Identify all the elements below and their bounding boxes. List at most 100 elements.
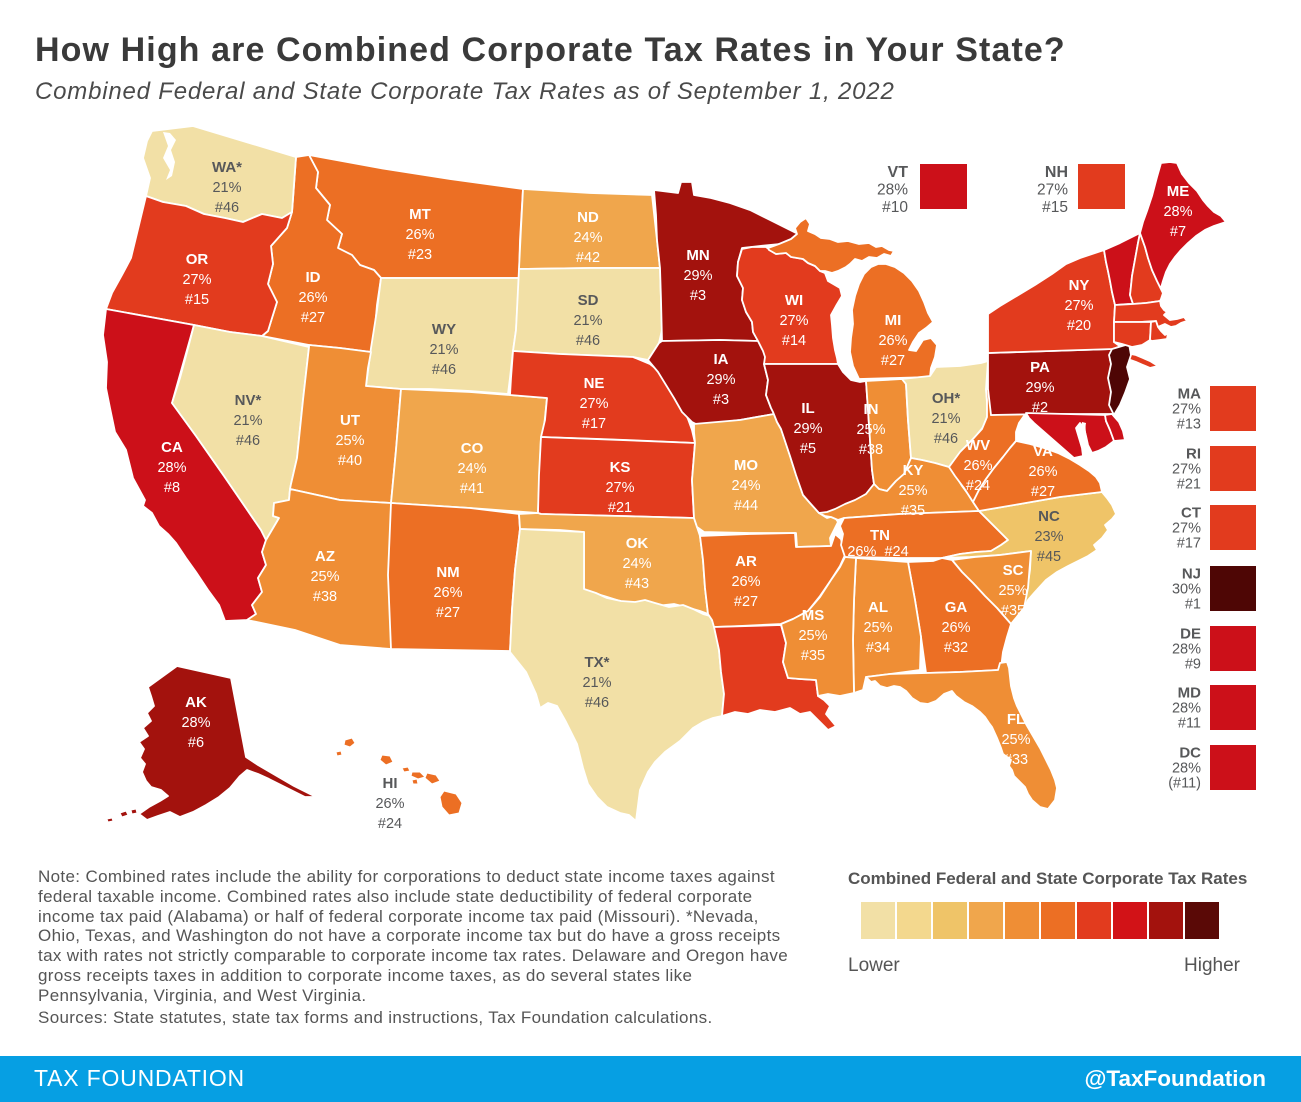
svg-text:27%: 27% <box>1172 521 1201 537</box>
svg-text:SD: SD <box>578 292 599 309</box>
svg-text:#1: #1 <box>1185 597 1201 613</box>
svg-text:#45: #45 <box>1037 549 1061 565</box>
svg-text:#11: #11 <box>1178 716 1201 732</box>
svg-text:IL: IL <box>801 400 814 417</box>
svg-text:MI: MI <box>885 312 902 329</box>
svg-text:26%: 26% <box>941 620 970 636</box>
svg-text:27%: 27% <box>779 313 808 329</box>
svg-text:SC: SC <box>1003 562 1024 579</box>
svg-text:21%: 21% <box>212 180 241 196</box>
svg-text:AR: AR <box>735 553 757 570</box>
svg-text:27%: 27% <box>1172 462 1201 478</box>
svg-text:29%: 29% <box>1025 380 1054 396</box>
svg-text:NY: NY <box>1069 277 1090 294</box>
svg-text:27%: 27% <box>605 480 634 496</box>
svg-text:#24: #24 <box>966 478 990 494</box>
svg-text:28%: 28% <box>1172 642 1201 658</box>
svg-text:24%: 24% <box>457 461 486 477</box>
svg-text:MD: MD <box>1178 685 1201 702</box>
svg-text:MA: MA <box>1178 386 1201 403</box>
svg-text:IA: IA <box>714 351 729 368</box>
svg-text:29%: 29% <box>706 372 735 388</box>
svg-text:#9: #9 <box>1185 657 1201 673</box>
svg-text:25%: 25% <box>310 569 339 585</box>
svg-text:#42: #42 <box>576 250 600 266</box>
svg-text:23%: 23% <box>1034 529 1063 545</box>
svg-text:#35: #35 <box>801 648 825 664</box>
svg-text:26%: 26% <box>298 290 327 306</box>
svg-text:24%: 24% <box>622 556 651 572</box>
svg-text:#27: #27 <box>436 605 460 621</box>
svg-text:#14: #14 <box>782 333 806 349</box>
svg-text:21%: 21% <box>233 413 262 429</box>
svg-text:WV: WV <box>966 437 990 454</box>
svg-text:27%: 27% <box>718 794 747 810</box>
svg-text:MT: MT <box>409 206 431 223</box>
svg-text:MN: MN <box>686 247 709 264</box>
svg-text:GA: GA <box>945 599 968 616</box>
svg-text:MO: MO <box>734 457 758 474</box>
svg-text:#35: #35 <box>901 503 925 519</box>
svg-text:NM: NM <box>436 564 459 581</box>
svg-text:#34: #34 <box>866 640 890 656</box>
svg-text:ME: ME <box>1167 183 1190 200</box>
svg-text:#15: #15 <box>1042 199 1068 216</box>
svg-text:UT: UT <box>340 412 360 429</box>
svg-text:TX*: TX* <box>584 654 609 671</box>
svg-text:26%: 26% <box>963 458 992 474</box>
svg-text:OK: OK <box>626 535 649 552</box>
svg-text:CT: CT <box>1181 505 1201 522</box>
svg-text:21%: 21% <box>429 342 458 358</box>
svg-text:AK: AK <box>185 694 207 711</box>
svg-text:#38: #38 <box>313 589 337 605</box>
svg-text:KS: KS <box>610 459 631 476</box>
svg-text:ND: ND <box>577 209 599 226</box>
svg-text:#13: #13 <box>1177 417 1201 433</box>
svg-text:#3: #3 <box>690 288 706 304</box>
svg-text:28%: 28% <box>181 715 210 731</box>
svg-text:27%: 27% <box>1172 402 1201 418</box>
svg-text:21%: 21% <box>582 675 611 691</box>
svg-text:25%: 25% <box>998 583 1027 599</box>
svg-text:25%: 25% <box>898 483 927 499</box>
svg-text:#46: #46 <box>576 333 600 349</box>
svg-text:NE: NE <box>584 375 605 392</box>
svg-text:DC: DC <box>1179 745 1201 762</box>
svg-text:#23: #23 <box>408 247 432 263</box>
svg-text:#46: #46 <box>236 433 260 449</box>
svg-text:(#11): (#11) <box>1168 776 1201 792</box>
svg-text:28%: 28% <box>1172 761 1201 777</box>
svg-text:#46: #46 <box>215 200 239 216</box>
svg-text:#46: #46 <box>934 431 958 447</box>
svg-text:26%: 26% <box>878 333 907 349</box>
svg-text:#7: #7 <box>1170 224 1186 240</box>
svg-text:#33: #33 <box>1004 752 1028 768</box>
svg-text:#10: #10 <box>882 199 908 216</box>
svg-text:28%: 28% <box>157 460 186 476</box>
svg-text:29%: 29% <box>793 421 822 437</box>
svg-text:TN: TN <box>870 527 890 544</box>
svg-text:27%: 27% <box>182 272 211 288</box>
svg-text:#27: #27 <box>881 353 905 369</box>
svg-text:24%: 24% <box>573 230 602 246</box>
svg-text:OH*: OH* <box>932 390 961 407</box>
svg-text:26%: 26% <box>1028 464 1057 480</box>
svg-text:HI: HI <box>383 775 398 792</box>
svg-text:CO: CO <box>461 440 484 457</box>
svg-text:#46: #46 <box>585 695 609 711</box>
svg-text:IN: IN <box>864 401 879 418</box>
svg-text:28%: 28% <box>1163 204 1192 220</box>
svg-text:27%: 27% <box>1037 182 1068 199</box>
svg-text:#17: #17 <box>721 814 745 830</box>
svg-text:#27: #27 <box>1031 484 1055 500</box>
svg-text:21%: 21% <box>573 313 602 329</box>
svg-text:26%: 26% <box>433 585 462 601</box>
svg-text:25%: 25% <box>798 628 827 644</box>
svg-text:#15: #15 <box>185 292 209 308</box>
svg-text:NC: NC <box>1038 508 1060 525</box>
svg-text:ID: ID <box>306 269 321 286</box>
svg-text:VT: VT <box>888 164 909 181</box>
svg-text:NV*: NV* <box>235 392 262 409</box>
svg-text:28%: 28% <box>877 182 908 199</box>
svg-text:#35: #35 <box>1001 603 1025 619</box>
